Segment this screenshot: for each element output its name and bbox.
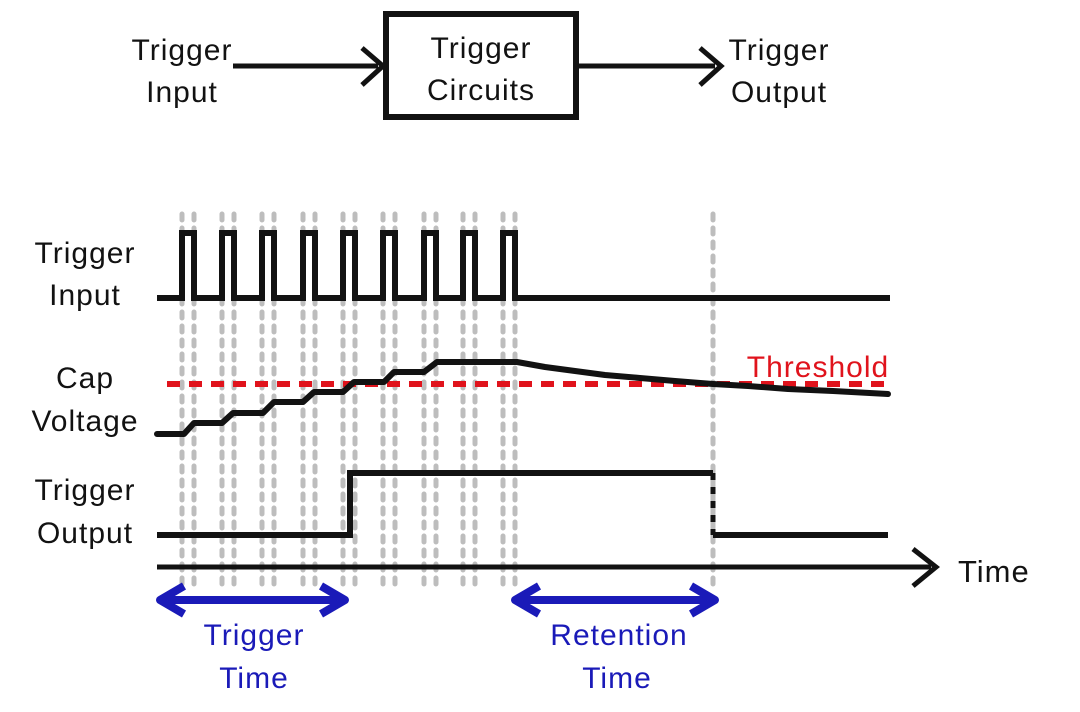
box-label-line2: Circuits	[427, 74, 535, 107]
row-input-label-line2: Input	[49, 279, 121, 312]
retention-time-right-arrowhead-icon	[688, 582, 719, 618]
row-cap-label-line2: Voltage	[31, 405, 138, 438]
row-output-label-line2: Output	[37, 517, 133, 550]
retention-time-label-line1: Retention	[550, 619, 687, 652]
cap-voltage-waveform	[154, 359, 891, 437]
time-axis-label: Time	[958, 554, 1030, 589]
retention-time-left-arrowhead-icon	[511, 582, 542, 618]
row-cap-label-line1: Cap	[56, 362, 114, 395]
waveforms-layer	[154, 230, 891, 538]
time-axis-arrowhead-icon	[911, 547, 940, 588]
box-label-line1: Trigger	[431, 32, 532, 65]
trigger-output-waveform-high	[157, 470, 713, 538]
threshold-label: Threshold	[747, 351, 889, 384]
output-arrowhead-icon	[698, 46, 725, 87]
row-input-label-line1: Trigger	[35, 237, 136, 270]
time-axis: Time	[157, 547, 1030, 589]
block-output-label-line1: Trigger	[729, 34, 830, 67]
trigger-time-label-line1: Trigger	[204, 619, 305, 652]
trigger-time-annotation: Trigger Time	[156, 582, 349, 695]
row-labels: Trigger Input Cap Voltage Trigger Output	[31, 237, 138, 550]
retention-time-label-line2: Time	[582, 662, 652, 695]
block-input-label-line1: Trigger	[132, 34, 233, 67]
block-output-label-line2: Output	[731, 76, 827, 109]
trigger-time-label-line2: Time	[219, 662, 289, 695]
trigger-time-right-arrowhead-icon	[318, 582, 349, 618]
block-diagram: Trigger Input Trigger Circuits Trigger O…	[132, 11, 830, 120]
trigger-input-waveform	[157, 230, 890, 301]
row-output-label-line1: Trigger	[35, 474, 136, 507]
trigger-time-left-arrowhead-icon	[156, 582, 187, 618]
retention-time-annotation: Retention Time	[511, 582, 719, 695]
block-input-label-line2: Input	[146, 76, 218, 109]
trigger-circuits-box	[383, 11, 579, 120]
